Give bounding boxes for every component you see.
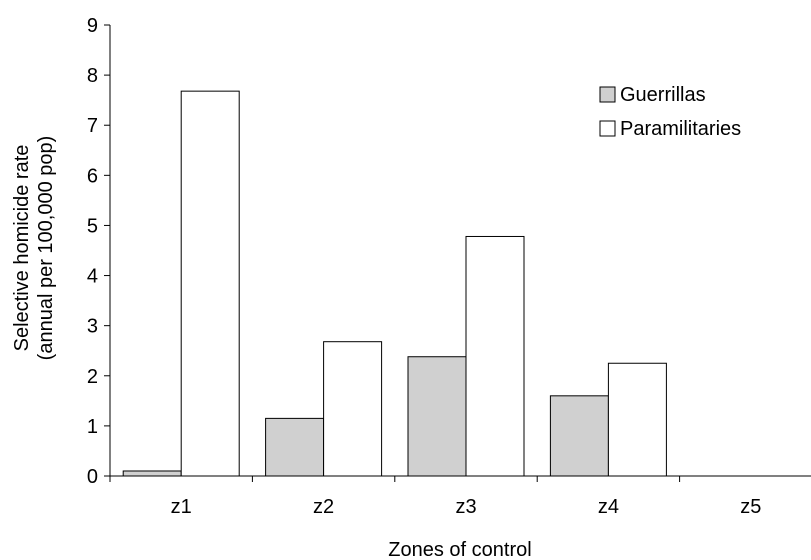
x-tick-label-z1: z1 bbox=[171, 496, 192, 518]
y-axis-title: Selective homicide rate (annual per 100,… bbox=[11, 136, 57, 361]
y-tick-label-9: 9 bbox=[87, 15, 98, 37]
bar-guerrillas-z1 bbox=[122, 470, 182, 477]
y-tick-label-8: 8 bbox=[87, 65, 98, 87]
y-tick-label-0: 0 bbox=[87, 466, 98, 488]
legend-label-guerrillas: Guerrillas bbox=[620, 84, 706, 106]
x-tick-label-z3: z3 bbox=[455, 496, 476, 518]
legend-swatch-paramilitaries bbox=[599, 120, 616, 137]
bar-paramilitaries-z1 bbox=[180, 90, 240, 477]
x-tick-label-z4: z4 bbox=[598, 496, 619, 518]
y-tick-label-6: 6 bbox=[87, 165, 98, 187]
y-axis-title-line1: Selective homicide rate bbox=[11, 145, 33, 352]
legend: Guerrillas Paramilitaries bbox=[599, 84, 741, 140]
bar-paramilitaries-z3 bbox=[465, 235, 525, 477]
x-axis-title: Zones of control bbox=[388, 539, 531, 560]
plot-area: 0 1 2 3 4 5 6 7 8 9 z1 z2 z3 z4 z5 bbox=[87, 15, 811, 518]
legend-label-paramilitaries: Paramilitaries bbox=[620, 118, 741, 140]
y-tick-label-3: 3 bbox=[87, 316, 98, 338]
bar-paramilitaries-z2 bbox=[323, 341, 383, 477]
bar-paramilitaries-z4 bbox=[607, 362, 667, 477]
bar-guerrillas-z3 bbox=[407, 356, 467, 477]
x-tick-label-z2: z2 bbox=[313, 496, 334, 518]
x-tick-label-z5: z5 bbox=[740, 496, 761, 518]
y-tick-label-2: 2 bbox=[87, 366, 98, 388]
y-tick-label-4: 4 bbox=[87, 266, 98, 288]
legend-swatch-guerrillas bbox=[599, 86, 616, 103]
y-tick-label-1: 1 bbox=[87, 416, 98, 438]
bar-guerrillas-z4 bbox=[549, 395, 609, 477]
y-axis-title-line2: (annual per 100,000 pop) bbox=[35, 136, 57, 361]
y-tick-label-7: 7 bbox=[87, 115, 98, 137]
bar-guerrillas-z2 bbox=[265, 417, 325, 477]
y-tick-label-5: 5 bbox=[87, 215, 98, 237]
